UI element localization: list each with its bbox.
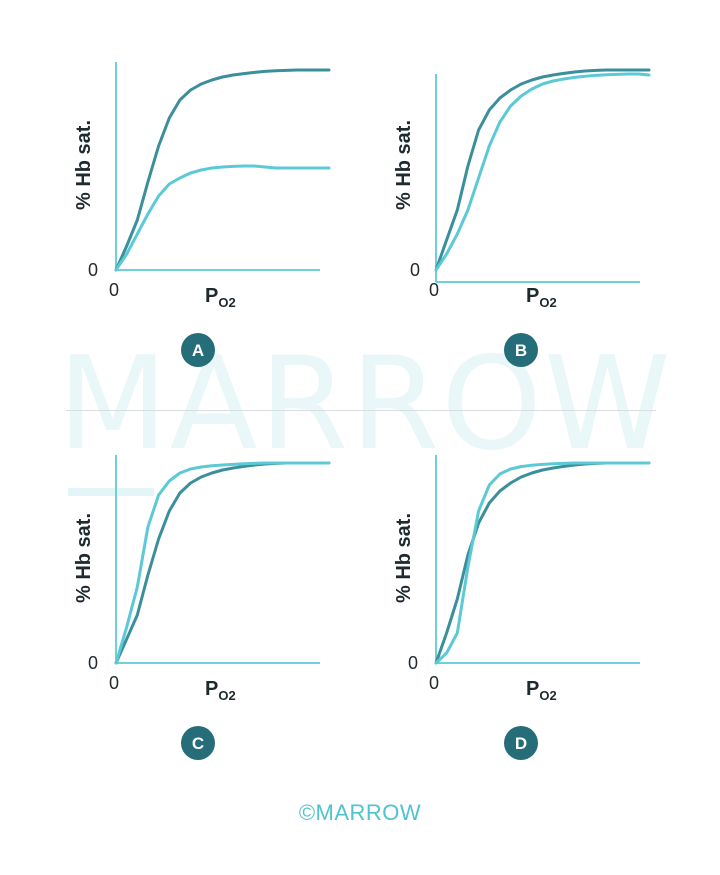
badge-circle bbox=[504, 333, 538, 367]
curve-light bbox=[434, 461, 651, 665]
curve-light bbox=[434, 72, 651, 272]
x-axis-label: PO2 bbox=[526, 285, 557, 310]
curve-dark bbox=[434, 68, 651, 272]
badge-circle bbox=[181, 726, 215, 760]
y-origin-label: 0 bbox=[88, 260, 98, 280]
badge-circle bbox=[504, 726, 538, 760]
panel-c: % Hb sat. 0 0 PO2 C bbox=[73, 455, 331, 760]
badge-circle bbox=[181, 333, 215, 367]
curve-light bbox=[114, 461, 331, 665]
x-axis-label: PO2 bbox=[205, 678, 236, 703]
watermark-bar bbox=[68, 488, 154, 496]
divider-line bbox=[66, 410, 656, 411]
panel-b: % Hb sat. 0 0 PO2 B bbox=[393, 68, 651, 367]
panel-label: A bbox=[192, 341, 204, 360]
y-axis-label: % Hb sat. bbox=[393, 120, 415, 210]
y-axis-label: % Hb sat. bbox=[393, 513, 415, 603]
x-axis-label: PO2 bbox=[526, 678, 557, 703]
y-axis-label: % Hb sat. bbox=[73, 513, 95, 603]
panel-label: C bbox=[192, 734, 204, 753]
y-axis-label: % Hb sat. bbox=[73, 120, 95, 210]
x-origin-label: 0 bbox=[109, 280, 119, 300]
panel-a: % Hb sat. 0 0 PO2 A bbox=[73, 62, 331, 367]
x-origin-label: 0 bbox=[429, 280, 439, 300]
panel-label: D bbox=[515, 734, 527, 753]
y-origin-label: 0 bbox=[408, 653, 418, 673]
curve-light bbox=[114, 164, 331, 272]
curve-dark bbox=[114, 461, 331, 665]
y-origin-label: 0 bbox=[88, 653, 98, 673]
x-origin-label: 0 bbox=[429, 673, 439, 693]
x-origin-label: 0 bbox=[109, 673, 119, 693]
curve-dark bbox=[114, 68, 331, 272]
x-axis-label: PO2 bbox=[205, 285, 236, 310]
panel-label: B bbox=[515, 341, 527, 360]
copyright-mark: ©MARROW bbox=[298, 800, 422, 825]
panel-d: % Hb sat. 0 0 PO2 D bbox=[393, 455, 651, 760]
y-origin-label: 0 bbox=[410, 260, 420, 280]
